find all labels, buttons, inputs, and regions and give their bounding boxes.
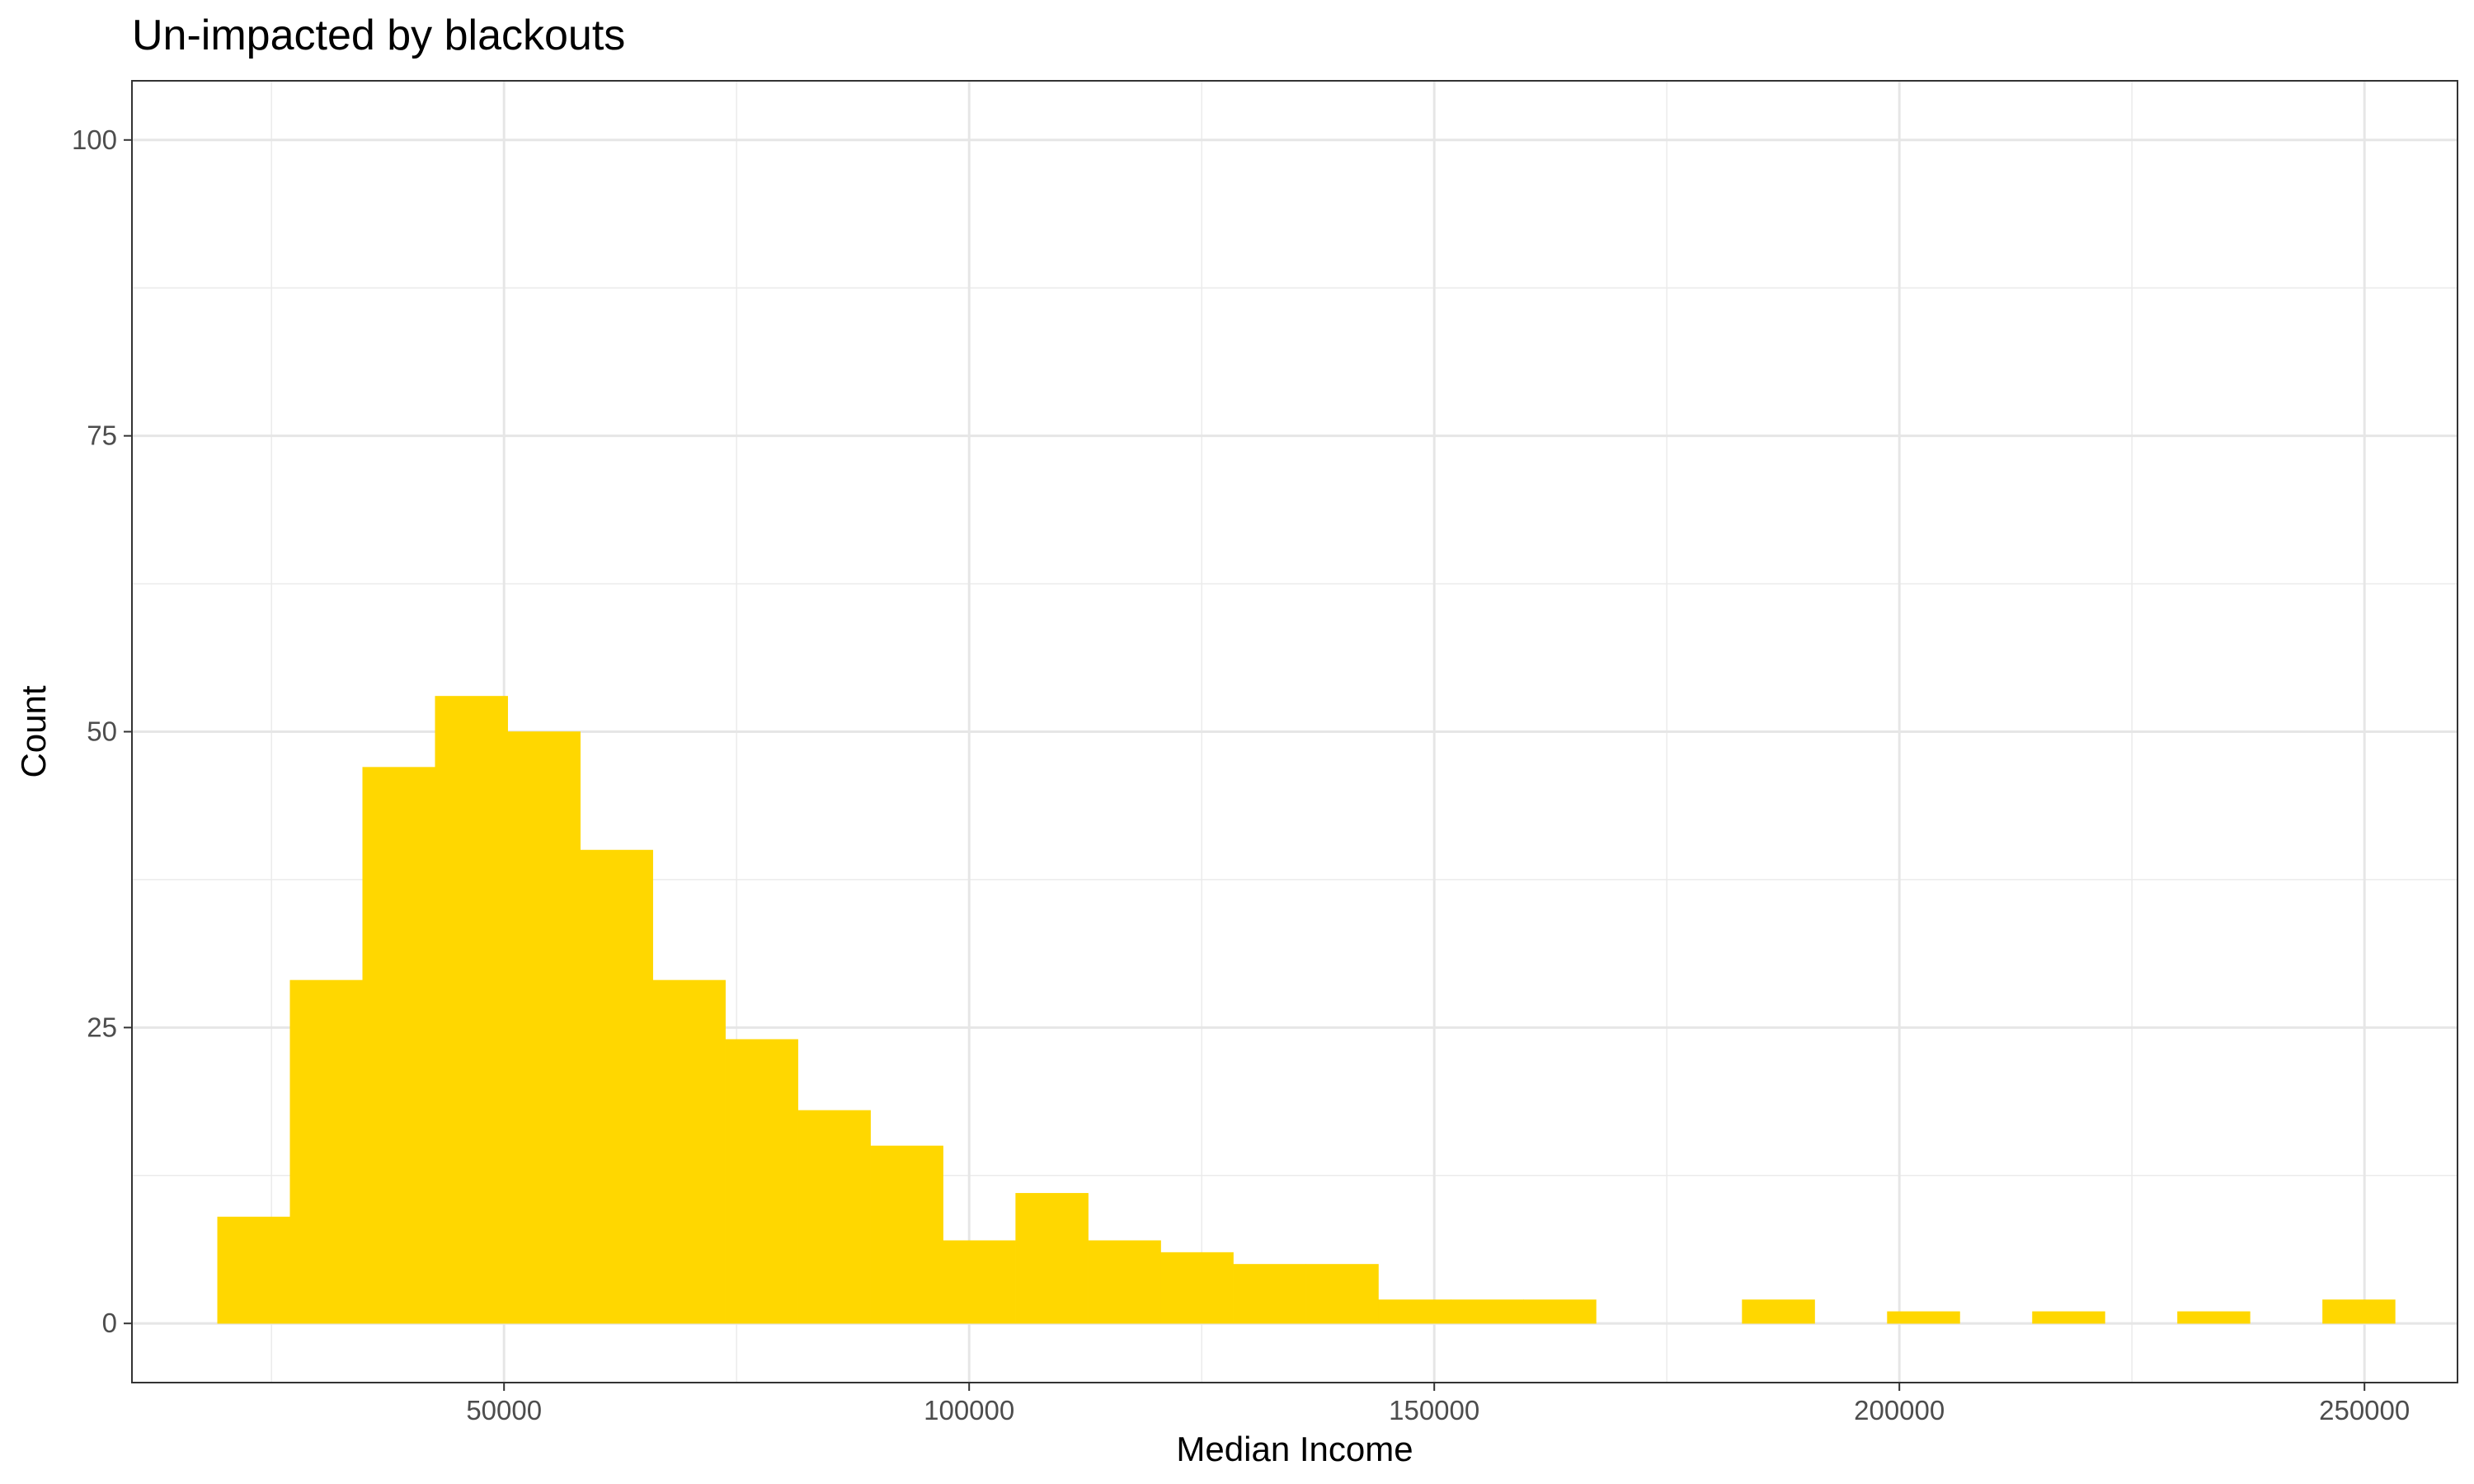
x-tick-label: 100000 <box>924 1395 1014 1425</box>
histogram-bar <box>362 767 435 1324</box>
y-tick-label: 50 <box>87 716 117 747</box>
x-tick-label: 200000 <box>1854 1395 1945 1425</box>
histogram-bar <box>1523 1299 1597 1324</box>
histogram-bar <box>1451 1299 1524 1324</box>
histogram-bar <box>580 849 653 1324</box>
histogram-bar <box>1015 1193 1089 1324</box>
histogram-bar <box>943 1240 1016 1324</box>
y-tick-label: 100 <box>72 124 117 155</box>
histogram-bar <box>1378 1299 1451 1324</box>
histogram-bars <box>217 696 2396 1324</box>
histogram-bar <box>652 979 726 1324</box>
x-axis: 50000 100000 150000 200000 250000 <box>466 1383 2410 1425</box>
histogram-bar <box>289 979 363 1324</box>
histogram-bar <box>1742 1299 1815 1324</box>
histogram-bar <box>2177 1311 2251 1324</box>
histogram-bar <box>1088 1240 1161 1324</box>
y-tick-label: 25 <box>87 1012 117 1042</box>
x-tick-label: 250000 <box>2319 1395 2410 1425</box>
x-tick-label: 50000 <box>466 1395 542 1425</box>
histogram-bar <box>2032 1311 2105 1324</box>
y-axis: 0 25 50 75 100 <box>72 124 132 1338</box>
y-axis-label: Count <box>14 685 53 777</box>
x-axis-label: Median Income <box>1176 1430 1413 1468</box>
chart-title: Un-impacted by blackouts <box>132 12 625 59</box>
histogram-bar <box>1160 1252 1234 1324</box>
histogram-bar <box>1887 1311 1960 1324</box>
x-tick-label: 150000 <box>1389 1395 1479 1425</box>
histogram-bar <box>435 696 508 1324</box>
histogram-bar <box>217 1216 291 1324</box>
y-tick-label: 0 <box>102 1308 117 1338</box>
histogram-bar <box>1305 1264 1379 1324</box>
histogram-bar <box>1233 1264 1306 1324</box>
histogram-bar <box>2322 1299 2396 1324</box>
histogram-bar <box>797 1110 871 1324</box>
histogram-bar <box>507 731 581 1324</box>
y-tick-label: 75 <box>87 420 117 451</box>
histogram-bar <box>870 1145 943 1324</box>
histogram-bar <box>725 1039 798 1324</box>
